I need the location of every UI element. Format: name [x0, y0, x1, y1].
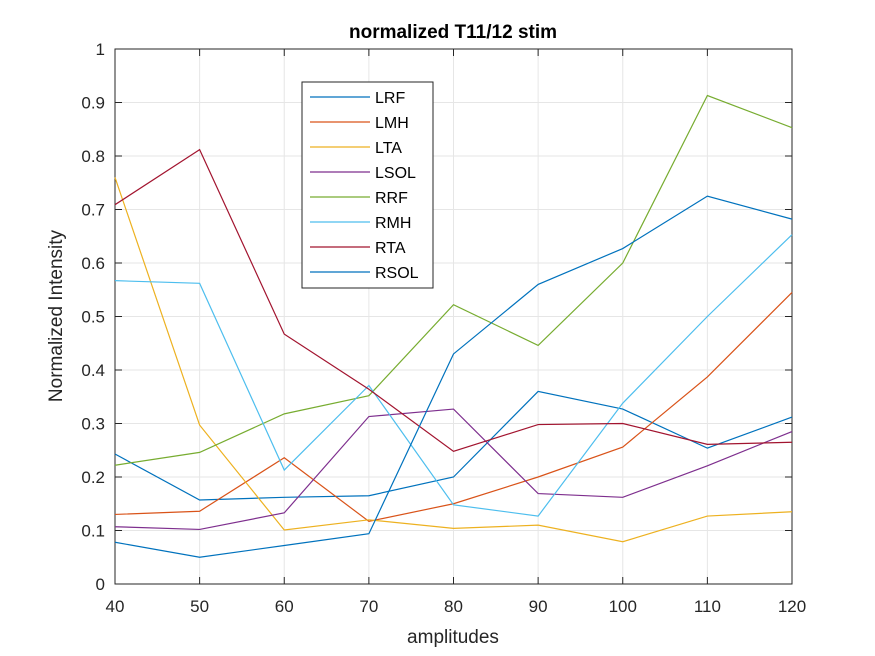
legend-label-lsol: LSOL	[375, 165, 416, 182]
legend-label-rrf: RRF	[375, 190, 408, 207]
y-tick-label: 0.5	[81, 308, 105, 327]
y-tick-label: 0.4	[81, 361, 105, 380]
x-tick-label: 80	[444, 597, 463, 616]
x-tick-label: 110	[694, 597, 721, 616]
x-tick-label: 40	[106, 597, 125, 616]
series-line-rmh	[114, 234, 793, 517]
y-tick-label: 0	[96, 575, 105, 594]
series-line-lta	[114, 177, 793, 543]
legend-label-rta: RTA	[375, 240, 406, 257]
legend-label-lmh: LMH	[375, 115, 409, 132]
y-tick-label: 0.6	[81, 254, 105, 273]
x-tick-label: 100	[609, 597, 637, 616]
y-tick-label: 0.8	[81, 147, 105, 166]
legend-label-lrf: LRF	[375, 90, 405, 107]
series-line-lrf	[114, 390, 793, 501]
y-tick-label: 1	[96, 40, 105, 59]
y-tick-label: 0.7	[81, 201, 105, 220]
chart-title: normalized T11/12 stim	[349, 22, 557, 43]
series-lines	[114, 94, 793, 558]
y-tick-label: 0.2	[81, 468, 105, 487]
tick-labels: 40 50 60 70 80 90 100 110 120 0 0.1 0.2 0.3 0.4 0.5 0.6…	[81, 40, 806, 616]
x-tick-label: 50	[190, 597, 209, 616]
series-line-rsol	[114, 195, 793, 558]
x-tick-label: 70	[359, 597, 378, 616]
x-tick-label: 120	[778, 597, 806, 616]
x-tick-label: 90	[529, 597, 548, 616]
series-line-rrf	[114, 94, 793, 466]
legend: LRF LMH LTA LSOL RRF RMH RTA RSOL	[301, 81, 434, 289]
legend-label-lta: LTA	[375, 140, 402, 157]
y-axis-label: Normalized Intensity	[46, 229, 67, 402]
axes	[114, 48, 793, 585]
x-tick-label: 60	[275, 597, 294, 616]
y-tick-label: 0.1	[81, 522, 105, 541]
legend-label-rsol: RSOL	[375, 265, 419, 282]
series-line-lsol	[114, 408, 793, 531]
series-line-lmh	[114, 291, 793, 523]
legend-box	[301, 81, 434, 289]
series-line-rta	[114, 148, 793, 452]
legend-label-rmh: RMH	[375, 215, 411, 232]
y-tick-label: 0.3	[81, 415, 105, 434]
x-axis-label: amplitudes	[407, 627, 499, 648]
y-tick-label: 0.9	[81, 94, 105, 113]
axes-box	[114, 48, 793, 585]
